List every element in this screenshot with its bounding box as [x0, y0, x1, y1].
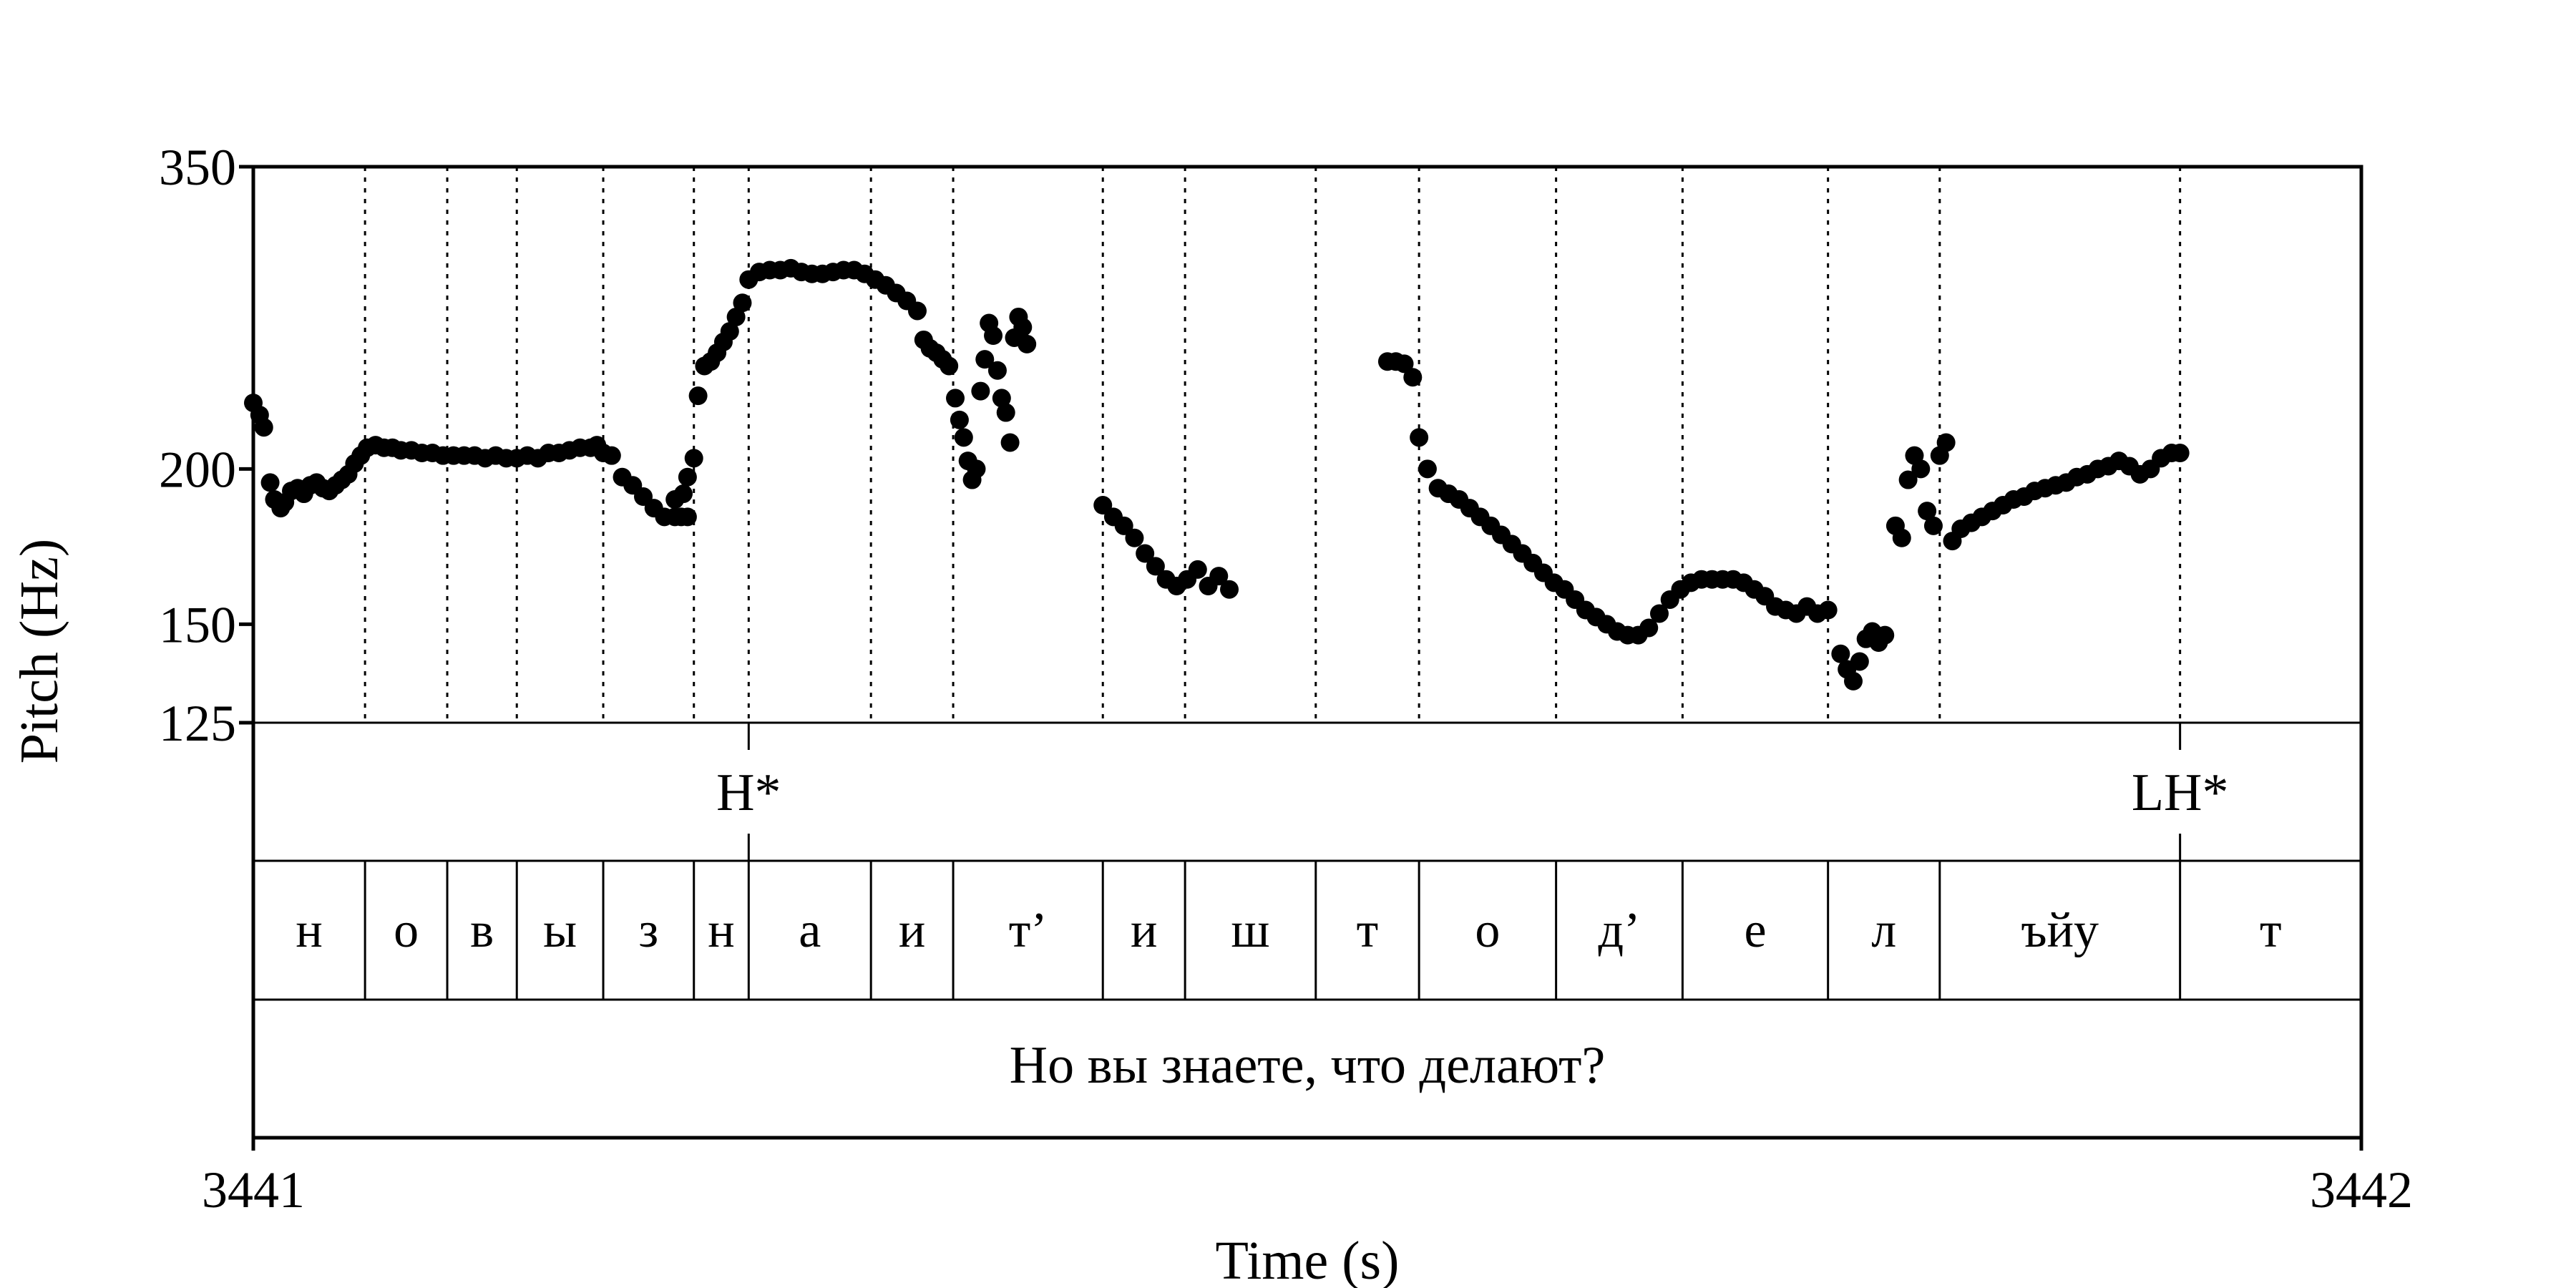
- segment-label: о: [1475, 903, 1500, 958]
- segment-label: т: [2260, 903, 2282, 958]
- pitch-point: [987, 361, 1007, 380]
- pitch-point: [678, 467, 697, 487]
- x-axis-title: Time (s): [1216, 1231, 1400, 1288]
- pitch-point: [260, 473, 280, 492]
- x-tick-label: 3442: [2310, 1161, 2413, 1219]
- pitch-point: [1013, 318, 1033, 337]
- pitch-point: [720, 322, 739, 341]
- segment-label: н: [708, 903, 734, 958]
- pitch-point: [996, 403, 1015, 422]
- pitch-point: [673, 484, 693, 504]
- pitch-point: [688, 386, 708, 406]
- pitch-point: [940, 356, 959, 376]
- pitch-point: [1125, 528, 1144, 547]
- y-tick-label: 150: [159, 596, 236, 653]
- pitch-point: [1898, 470, 1918, 489]
- pitch-point: [1875, 625, 1895, 645]
- pitch-point: [975, 350, 995, 369]
- pitch-point: [1936, 433, 1956, 452]
- segment-label: з: [639, 903, 659, 958]
- pitch-point: [678, 507, 697, 527]
- pitch-point: [1418, 459, 1437, 479]
- segment-label: ъйу: [2021, 903, 2099, 958]
- segment-label: ш: [1231, 903, 1270, 958]
- plot-frame: [251, 165, 2363, 1140]
- pitch-point: [971, 381, 990, 401]
- pitch-point: [954, 428, 973, 447]
- pitch-point: [1219, 580, 1239, 599]
- axis-ticks: 350 200 150 125 3441 3442: [159, 139, 2413, 1219]
- segment-label: л: [1871, 903, 1896, 958]
- y-tick-label: 350: [159, 139, 236, 196]
- y-tick-label: 125: [159, 695, 236, 752]
- pitch-point: [684, 449, 703, 468]
- segment-label: в: [470, 903, 494, 958]
- pitch-point: [254, 418, 273, 437]
- pitch-point: [1403, 368, 1423, 387]
- tone-label: H*: [716, 763, 781, 822]
- segment-label: и: [1131, 903, 1157, 958]
- pitch-point: [1831, 644, 1850, 663]
- x-tick-label: 3441: [202, 1161, 305, 1219]
- pitch-point: [726, 307, 746, 326]
- pitch-point: [733, 293, 752, 313]
- segment-label: т: [1357, 903, 1379, 958]
- sentence-label: Но вы знаете, что делают?: [1010, 1036, 1606, 1095]
- segment-label: ы: [543, 903, 577, 958]
- pitch-point: [1649, 604, 1669, 623]
- pitch-point: [967, 459, 986, 479]
- pitch-point: [1018, 334, 1037, 353]
- pitch-point: [1844, 671, 1863, 691]
- pitch-point: [1639, 618, 1659, 638]
- tone-label: LH*: [2132, 763, 2229, 822]
- segment-label: о: [394, 903, 419, 958]
- pitch-point: [907, 301, 927, 321]
- pitch-point: [1188, 560, 1207, 579]
- chart-labels: Pitch (Hz) Time (s) Но вы знаете, что де…: [9, 539, 1605, 1288]
- pitch-point: [1209, 567, 1229, 586]
- pitch-point: [992, 389, 1011, 408]
- pitch-point: [1136, 544, 1155, 563]
- pitch-point: [1911, 459, 1931, 479]
- pitch-point: [1146, 557, 1165, 576]
- pitch-point: [1850, 652, 1869, 671]
- pitch-point: [1410, 428, 1429, 447]
- pitch-point: [602, 446, 621, 465]
- pitch-point: [1918, 502, 1937, 521]
- segment-label: е: [1744, 903, 1766, 958]
- pitch-point: [1892, 528, 1911, 547]
- segment-label: т’: [1009, 903, 1048, 958]
- pitch-point: [984, 326, 1003, 346]
- plot-area: H* LH*н о в ы з н а и т’ и ш т о д’ е л ъйу т: [244, 165, 2363, 1140]
- pitch-point: [1818, 600, 1838, 620]
- segment-label: и: [899, 903, 925, 958]
- pitch-point: [1923, 516, 1943, 535]
- segment-label: д’: [1599, 903, 1641, 958]
- pitch-point: [946, 389, 965, 408]
- y-tick-label: 200: [159, 441, 236, 498]
- segment-label: а: [799, 903, 821, 958]
- y-axis-title: Pitch (Hz): [9, 539, 69, 763]
- pitch-point: [1000, 433, 1020, 452]
- pitch-point: [950, 410, 969, 429]
- pitch-point: [2170, 444, 2190, 463]
- segment-label: н: [296, 903, 322, 958]
- pitch-point: [1395, 354, 1414, 374]
- pitch-point: [1114, 516, 1133, 535]
